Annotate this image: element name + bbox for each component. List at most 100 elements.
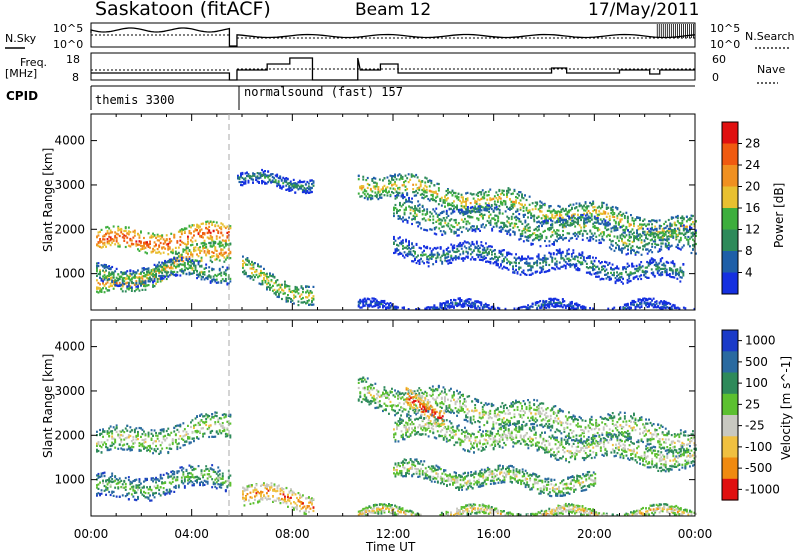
power-heatmap (96, 168, 697, 311)
heatmap-cell (501, 189, 504, 192)
heatmap-cell (690, 251, 693, 255)
heatmap-cell (108, 278, 111, 281)
heatmap-cell (590, 266, 593, 269)
heatmap-cell (97, 234, 100, 237)
heatmap-cell (575, 264, 578, 267)
heatmap-cell (502, 193, 505, 196)
heatmap-cell (460, 205, 463, 208)
heatmap-cell (599, 271, 602, 274)
heatmap-cell (661, 230, 664, 233)
heatmap-cell (672, 216, 675, 219)
heatmap-cell (485, 224, 487, 227)
heatmap-cell (164, 265, 167, 268)
heatmap-cell (251, 260, 253, 263)
heatmap-cell (459, 241, 462, 245)
heatmap-cell (143, 247, 145, 250)
heatmap-cell (209, 237, 212, 240)
heatmap-cell (593, 215, 596, 218)
heatmap-cell (672, 230, 675, 233)
heatmap-cell (695, 242, 697, 246)
heatmap-cell (527, 262, 530, 265)
heatmap-cell (654, 219, 657, 223)
heatmap-cell (488, 251, 490, 254)
heatmap-cell (285, 180, 288, 184)
heatmap-cell (489, 245, 492, 248)
heatmap-cell (506, 254, 508, 257)
heatmap-cell (220, 271, 223, 274)
heatmap-cell (593, 217, 596, 220)
heatmap-cell (394, 305, 396, 308)
heatmap-cell (509, 206, 511, 209)
heatmap-cell (528, 229, 531, 232)
heatmap-cell (540, 206, 543, 209)
heatmap-cell (386, 302, 389, 305)
heatmap-cell (667, 218, 670, 222)
heatmap-cell (589, 216, 592, 219)
heatmap-cell (531, 272, 534, 275)
heatmap-cell (545, 221, 548, 224)
heatmap-cell (464, 217, 466, 221)
heatmap-cell (625, 303, 628, 306)
heatmap-cell (115, 237, 118, 240)
heatmap-cell (590, 213, 593, 216)
heatmap-cell (188, 256, 191, 259)
heatmap-cell (156, 233, 159, 236)
heatmap-cell (506, 230, 509, 233)
heatmap-cell (465, 208, 467, 211)
heatmap-cell (199, 246, 201, 249)
heatmap-cell (108, 272, 111, 276)
heatmap-cell (465, 299, 467, 302)
heatmap-cell (393, 235, 395, 239)
heatmap-cell (436, 255, 439, 258)
heatmap-cell (583, 212, 585, 215)
heatmap-cell (255, 269, 258, 272)
heatmap-cell (182, 250, 185, 253)
heatmap-cell (623, 229, 626, 232)
heatmap-cell (690, 223, 693, 226)
heatmap-cell (426, 208, 429, 211)
heatmap-cell (306, 186, 309, 190)
heatmap-cell (277, 177, 280, 180)
heatmap-cell (214, 280, 217, 283)
heatmap-cell (545, 244, 548, 247)
heatmap-cell (221, 244, 224, 247)
heatmap-cell (480, 224, 483, 227)
heatmap-cell (114, 234, 117, 238)
heatmap-cell (472, 207, 475, 210)
heatmap-cell (141, 288, 144, 291)
heatmap-cell (472, 305, 475, 308)
heatmap-cell (682, 272, 685, 275)
heatmap-cell (363, 193, 366, 196)
heatmap-cell (244, 180, 247, 183)
heatmap-cell (569, 221, 572, 225)
heatmap-cell (483, 249, 486, 252)
heatmap-cell (530, 243, 533, 246)
heatmap-cell (534, 201, 537, 204)
heatmap-cell (553, 242, 555, 245)
heatmap-cell (217, 256, 220, 259)
heatmap-cell (469, 258, 472, 261)
heatmap-cell (670, 269, 673, 272)
heatmap-cell (294, 186, 297, 189)
heatmap-cell (527, 223, 530, 226)
heatmap-cell (246, 263, 249, 266)
heatmap-cell (564, 306, 567, 309)
heatmap-cell (309, 191, 312, 194)
heatmap-cell (281, 288, 283, 291)
heatmap-cell (156, 263, 159, 266)
heatmap-cell (215, 258, 218, 261)
heatmap-cell (150, 269, 153, 272)
heatmap-cell (558, 301, 561, 304)
heatmap-cell (646, 302, 649, 306)
heatmap-cell (365, 299, 368, 302)
heatmap-cell (106, 276, 109, 279)
heatmap-cell (226, 235, 229, 238)
heatmap-cell (179, 255, 182, 258)
heatmap-cell (568, 224, 571, 227)
heatmap-cell (254, 262, 256, 265)
heatmap-cell (176, 252, 179, 255)
heatmap-cell (430, 255, 433, 258)
heatmap-cell (208, 241, 211, 245)
heatmap-cell (143, 284, 145, 288)
heatmap-cell (483, 251, 486, 254)
